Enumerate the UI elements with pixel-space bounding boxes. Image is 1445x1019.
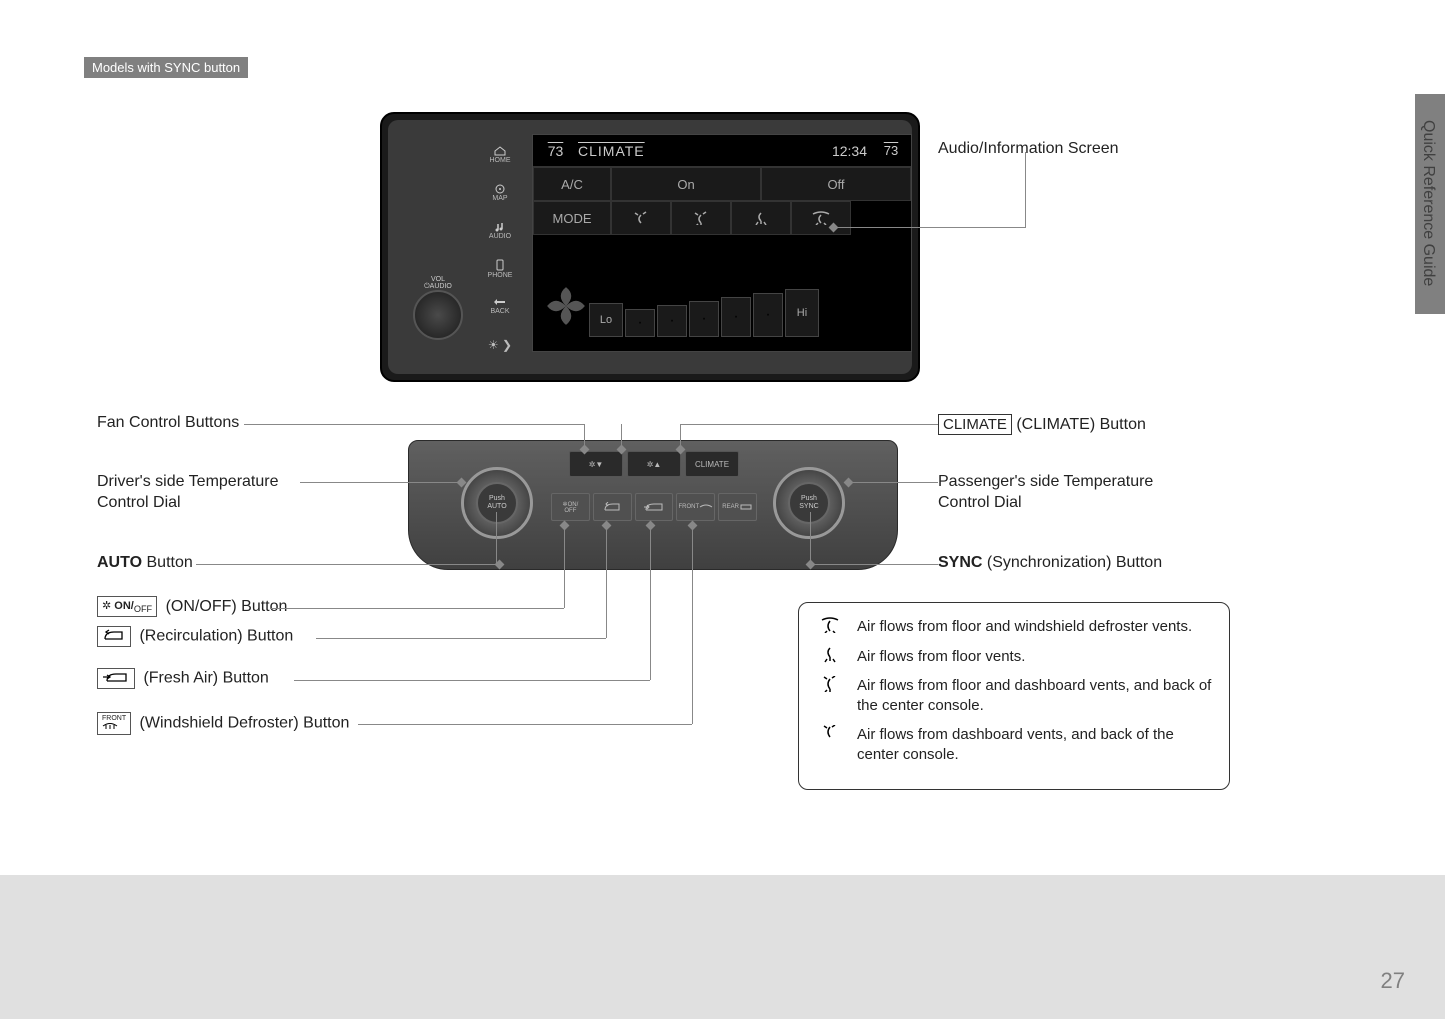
info-screen[interactable]: 73 CLIMATE 12:34 73 A/C On Off MODE (532, 134, 912, 352)
label-onoff: ✲ ON/OFF (ON/OFF) Button (97, 596, 287, 617)
fan-down-button[interactable]: ✲▼ (569, 451, 623, 477)
phone-button[interactable]: PHONE (476, 252, 524, 286)
lower-button-row: ✲ON/OFF FRONT REAR (551, 493, 757, 521)
label-climate-btn: CLIMATE (CLIMATE) Button (938, 414, 1146, 435)
vol-label: VOL⏻AUDIO (411, 276, 465, 291)
passenger-temp-dial[interactable]: PushSYNC (773, 467, 845, 539)
label-fresh: (Fresh Air) Button (97, 668, 269, 689)
brightness-button[interactable]: ☀ ❯ (476, 328, 524, 362)
ac-off[interactable]: Off (761, 167, 911, 201)
head-unit: VOL⏻AUDIO HOME MAP AUDIO PHONE BACK ☀ ❯ … (380, 112, 920, 382)
home-button[interactable]: HOME (476, 138, 524, 172)
fan-seg-4[interactable]: · (721, 297, 751, 337)
fan-hi[interactable]: Hi (785, 289, 819, 337)
label-sync: SYNC (Synchronization) Button (938, 554, 1162, 572)
manual-page: Models with SYNC button VOL⏻AUDIO HOME M… (0, 0, 1445, 1019)
front-defrost-button[interactable]: FRONT (676, 493, 715, 521)
label-driver-dial: Driver's side Temperature Control Dial (97, 472, 307, 514)
label-audio-screen: Audio/Information Screen (938, 140, 1119, 158)
legend-row-3: Air flows from floor and dashboard vents… (857, 676, 1215, 715)
section-title: Quick Reference Guide (1419, 120, 1437, 286)
fan-seg-1[interactable]: · (625, 309, 655, 337)
page-number: 27 (1381, 968, 1405, 994)
mode-1[interactable] (611, 201, 671, 235)
mode-4[interactable] (791, 201, 851, 235)
climate-panel: PushAUTO PushSYNC ✲▼ ✲▲ CLIMATE ✲ON/OFF … (408, 440, 898, 570)
ac-label: A/C (533, 167, 611, 201)
temp-right: 73 (871, 143, 911, 158)
auto-button[interactable]: PushAUTO (476, 482, 518, 524)
fan-climate-buttons: ✲▼ ✲▲ CLIMATE (569, 451, 739, 477)
map-button[interactable]: MAP (476, 176, 524, 210)
ac-on[interactable]: On (611, 167, 761, 201)
screen-title: CLIMATE (578, 143, 801, 159)
label-defrost: FRONT (Windshield Defroster) Button (97, 712, 349, 735)
fan-icon (545, 285, 587, 327)
fan-seg-2[interactable]: · (657, 305, 687, 337)
audio-button[interactable]: AUDIO (476, 214, 524, 248)
label-fan-control: Fan Control Buttons (97, 414, 239, 432)
climate-button[interactable]: CLIMATE (685, 451, 739, 477)
temp-left: 73 (533, 143, 578, 159)
mode-2[interactable] (671, 201, 731, 235)
rear-defrost-button[interactable]: REAR (718, 493, 757, 521)
head-unit-bezel: VOL⏻AUDIO HOME MAP AUDIO PHONE BACK ☀ ❯ … (388, 120, 912, 374)
label-auto: AUTO Button (97, 554, 193, 572)
label-passenger-dial: Passenger's side Temperature Control Dia… (938, 472, 1168, 514)
driver-temp-dial[interactable]: PushAUTO (461, 467, 533, 539)
fan-lo[interactable]: Lo (589, 303, 623, 337)
side-button-column: HOME MAP AUDIO PHONE BACK ☀ ❯ (476, 138, 524, 366)
mode-3[interactable] (731, 201, 791, 235)
mode-label: MODE (533, 201, 611, 235)
fan-speed-bar: Lo · · · · · Hi (545, 275, 901, 337)
sync-button[interactable]: PushSYNC (788, 482, 830, 524)
screen-header: 73 CLIMATE 12:34 73 (533, 135, 911, 167)
legend-row-2: Air flows from floor vents. (857, 647, 1215, 667)
airflow-legend: Air flows from floor and windshield defr… (798, 602, 1230, 790)
fan-seg-5[interactable]: · (753, 293, 783, 337)
back-button[interactable]: BACK (476, 290, 524, 324)
legend-row-4: Air flows from dashboard vents, and back… (857, 725, 1215, 764)
page-footer: 27 (0, 875, 1445, 1019)
volume-knob[interactable] (413, 290, 463, 340)
content-area: Models with SYNC button VOL⏻AUDIO HOME M… (0, 0, 1252, 875)
ac-row: A/C On Off (533, 167, 911, 201)
legend-row-1: Air flows from floor and windshield defr… (857, 617, 1215, 637)
fan-up-button[interactable]: ✲▲ (627, 451, 681, 477)
clock: 12:34 (801, 143, 871, 159)
model-tag: Models with SYNC button (84, 57, 248, 78)
onoff-button[interactable]: ✲ON/OFF (551, 493, 590, 521)
recirc-button[interactable] (593, 493, 632, 521)
mode-row: MODE (533, 201, 911, 235)
fan-seg-3[interactable]: · (689, 301, 719, 337)
label-recirc: (Recirculation) Button (97, 626, 293, 647)
fresh-air-button[interactable] (635, 493, 674, 521)
